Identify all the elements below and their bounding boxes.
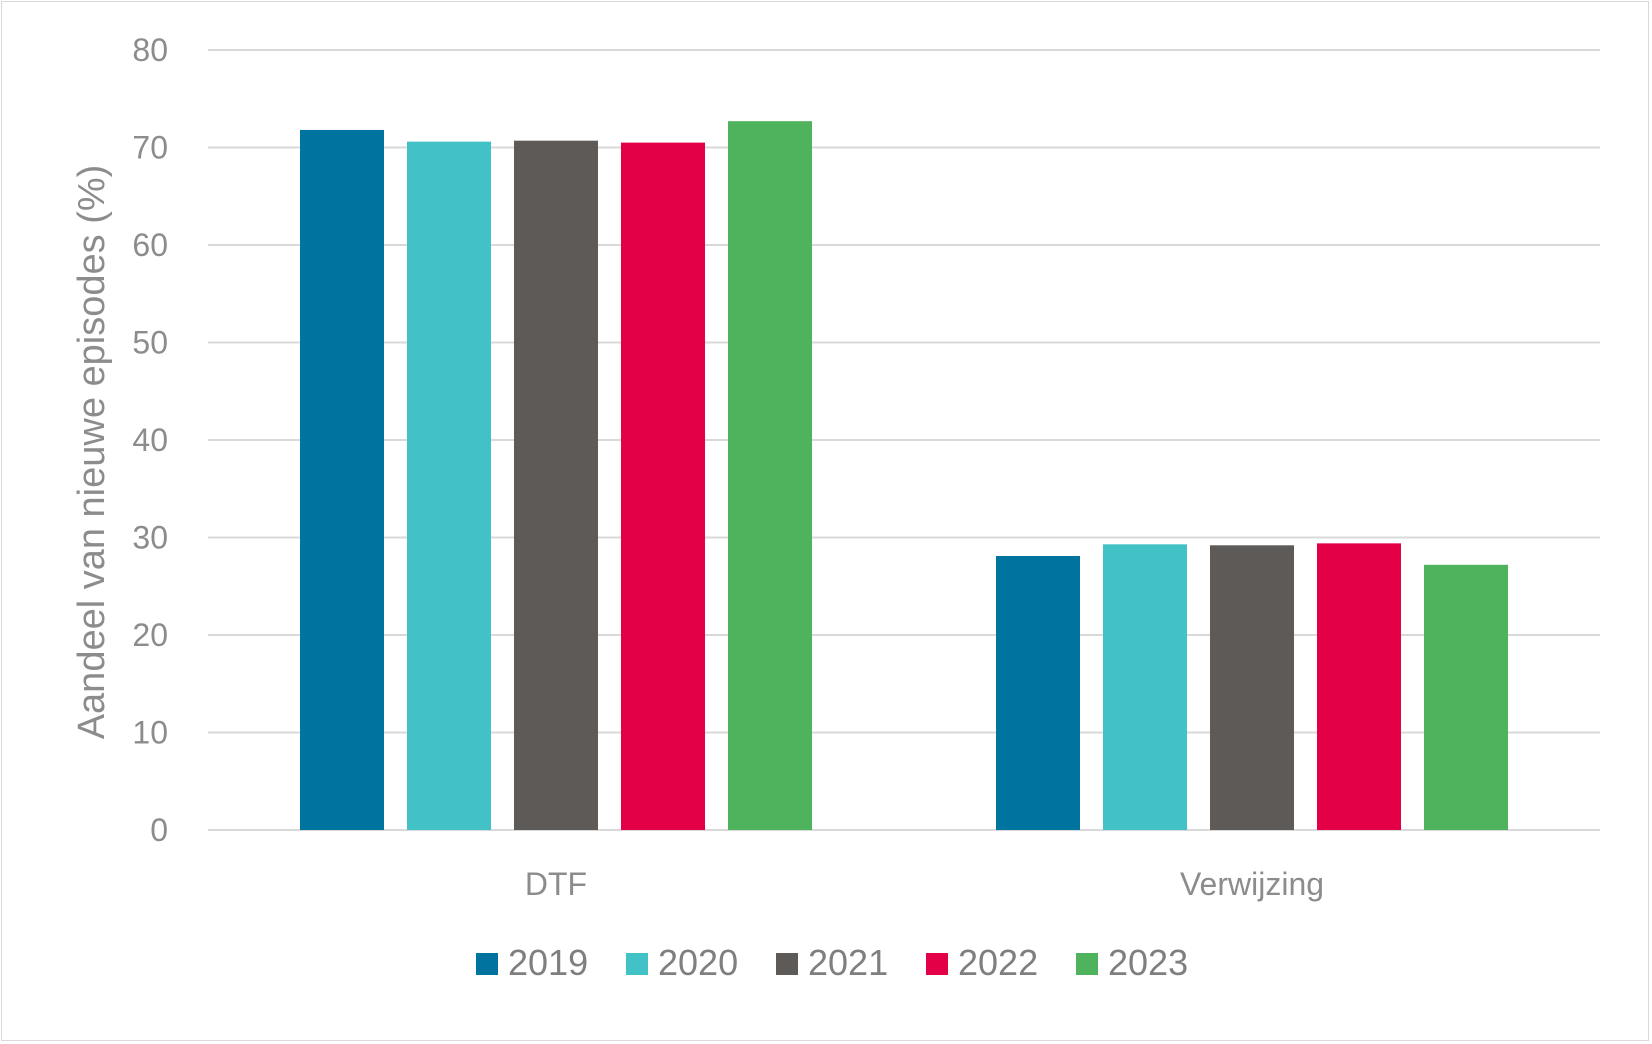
y-axis-ticks: 0 10 20 30 40 50 60 70 80 bbox=[132, 32, 168, 848]
bar-dtf-2022[interactable] bbox=[621, 142, 705, 830]
x-category-label: Verwijzing bbox=[1180, 866, 1324, 902]
legend-swatch bbox=[476, 953, 498, 975]
y-tick-label: 30 bbox=[132, 520, 168, 556]
bar-verwijzing-2019[interactable] bbox=[996, 556, 1080, 830]
bar-verwijzing-2021[interactable] bbox=[1210, 545, 1294, 830]
bar-dtf-2019[interactable] bbox=[300, 129, 384, 830]
legend-swatch bbox=[776, 953, 798, 975]
bar-verwijzing-2020[interactable] bbox=[1103, 544, 1187, 830]
y-tick-label: 40 bbox=[132, 422, 168, 458]
legend-item-2019[interactable]: 2019 bbox=[476, 942, 588, 983]
y-tick-label: 80 bbox=[132, 32, 168, 68]
y-tick-label: 10 bbox=[132, 715, 168, 751]
legend-swatch bbox=[926, 953, 948, 975]
y-tick-label: 50 bbox=[132, 325, 168, 361]
legend-item-2020[interactable]: 2020 bbox=[626, 942, 738, 983]
legend-item-2022[interactable]: 2022 bbox=[926, 942, 1038, 983]
legend-label: 2022 bbox=[958, 942, 1038, 983]
bar-verwijzing-2023[interactable] bbox=[1424, 564, 1508, 830]
legend-swatch bbox=[1076, 953, 1098, 975]
x-category-label: DTF bbox=[525, 866, 587, 902]
y-tick-label: 60 bbox=[132, 227, 168, 263]
legend-label: 2019 bbox=[508, 942, 588, 983]
bar-verwijzing-2022[interactable] bbox=[1317, 543, 1401, 830]
legend-item-2023[interactable]: 2023 bbox=[1076, 942, 1188, 983]
y-axis-label: Aandeel van nieuwe episodes (%) bbox=[71, 165, 113, 740]
y-tick-label: 70 bbox=[132, 130, 168, 166]
legend-swatch bbox=[626, 953, 648, 975]
bar-dtf-2023[interactable] bbox=[728, 121, 812, 831]
legend[interactable]: 2019 2020 2021 2022 2023 bbox=[476, 942, 1188, 983]
x-axis-categories: DTF Verwijzing bbox=[525, 866, 1324, 902]
y-tick-label: 0 bbox=[150, 812, 168, 848]
legend-item-2021[interactable]: 2021 bbox=[776, 942, 888, 983]
bar-dtf-2021[interactable] bbox=[514, 140, 598, 831]
legend-label: 2021 bbox=[808, 942, 888, 983]
legend-label: 2023 bbox=[1108, 942, 1188, 983]
bar-dtf-2020[interactable] bbox=[407, 141, 491, 830]
legend-label: 2020 bbox=[658, 942, 738, 983]
bars bbox=[300, 121, 1508, 831]
y-tick-label: 20 bbox=[132, 617, 168, 653]
